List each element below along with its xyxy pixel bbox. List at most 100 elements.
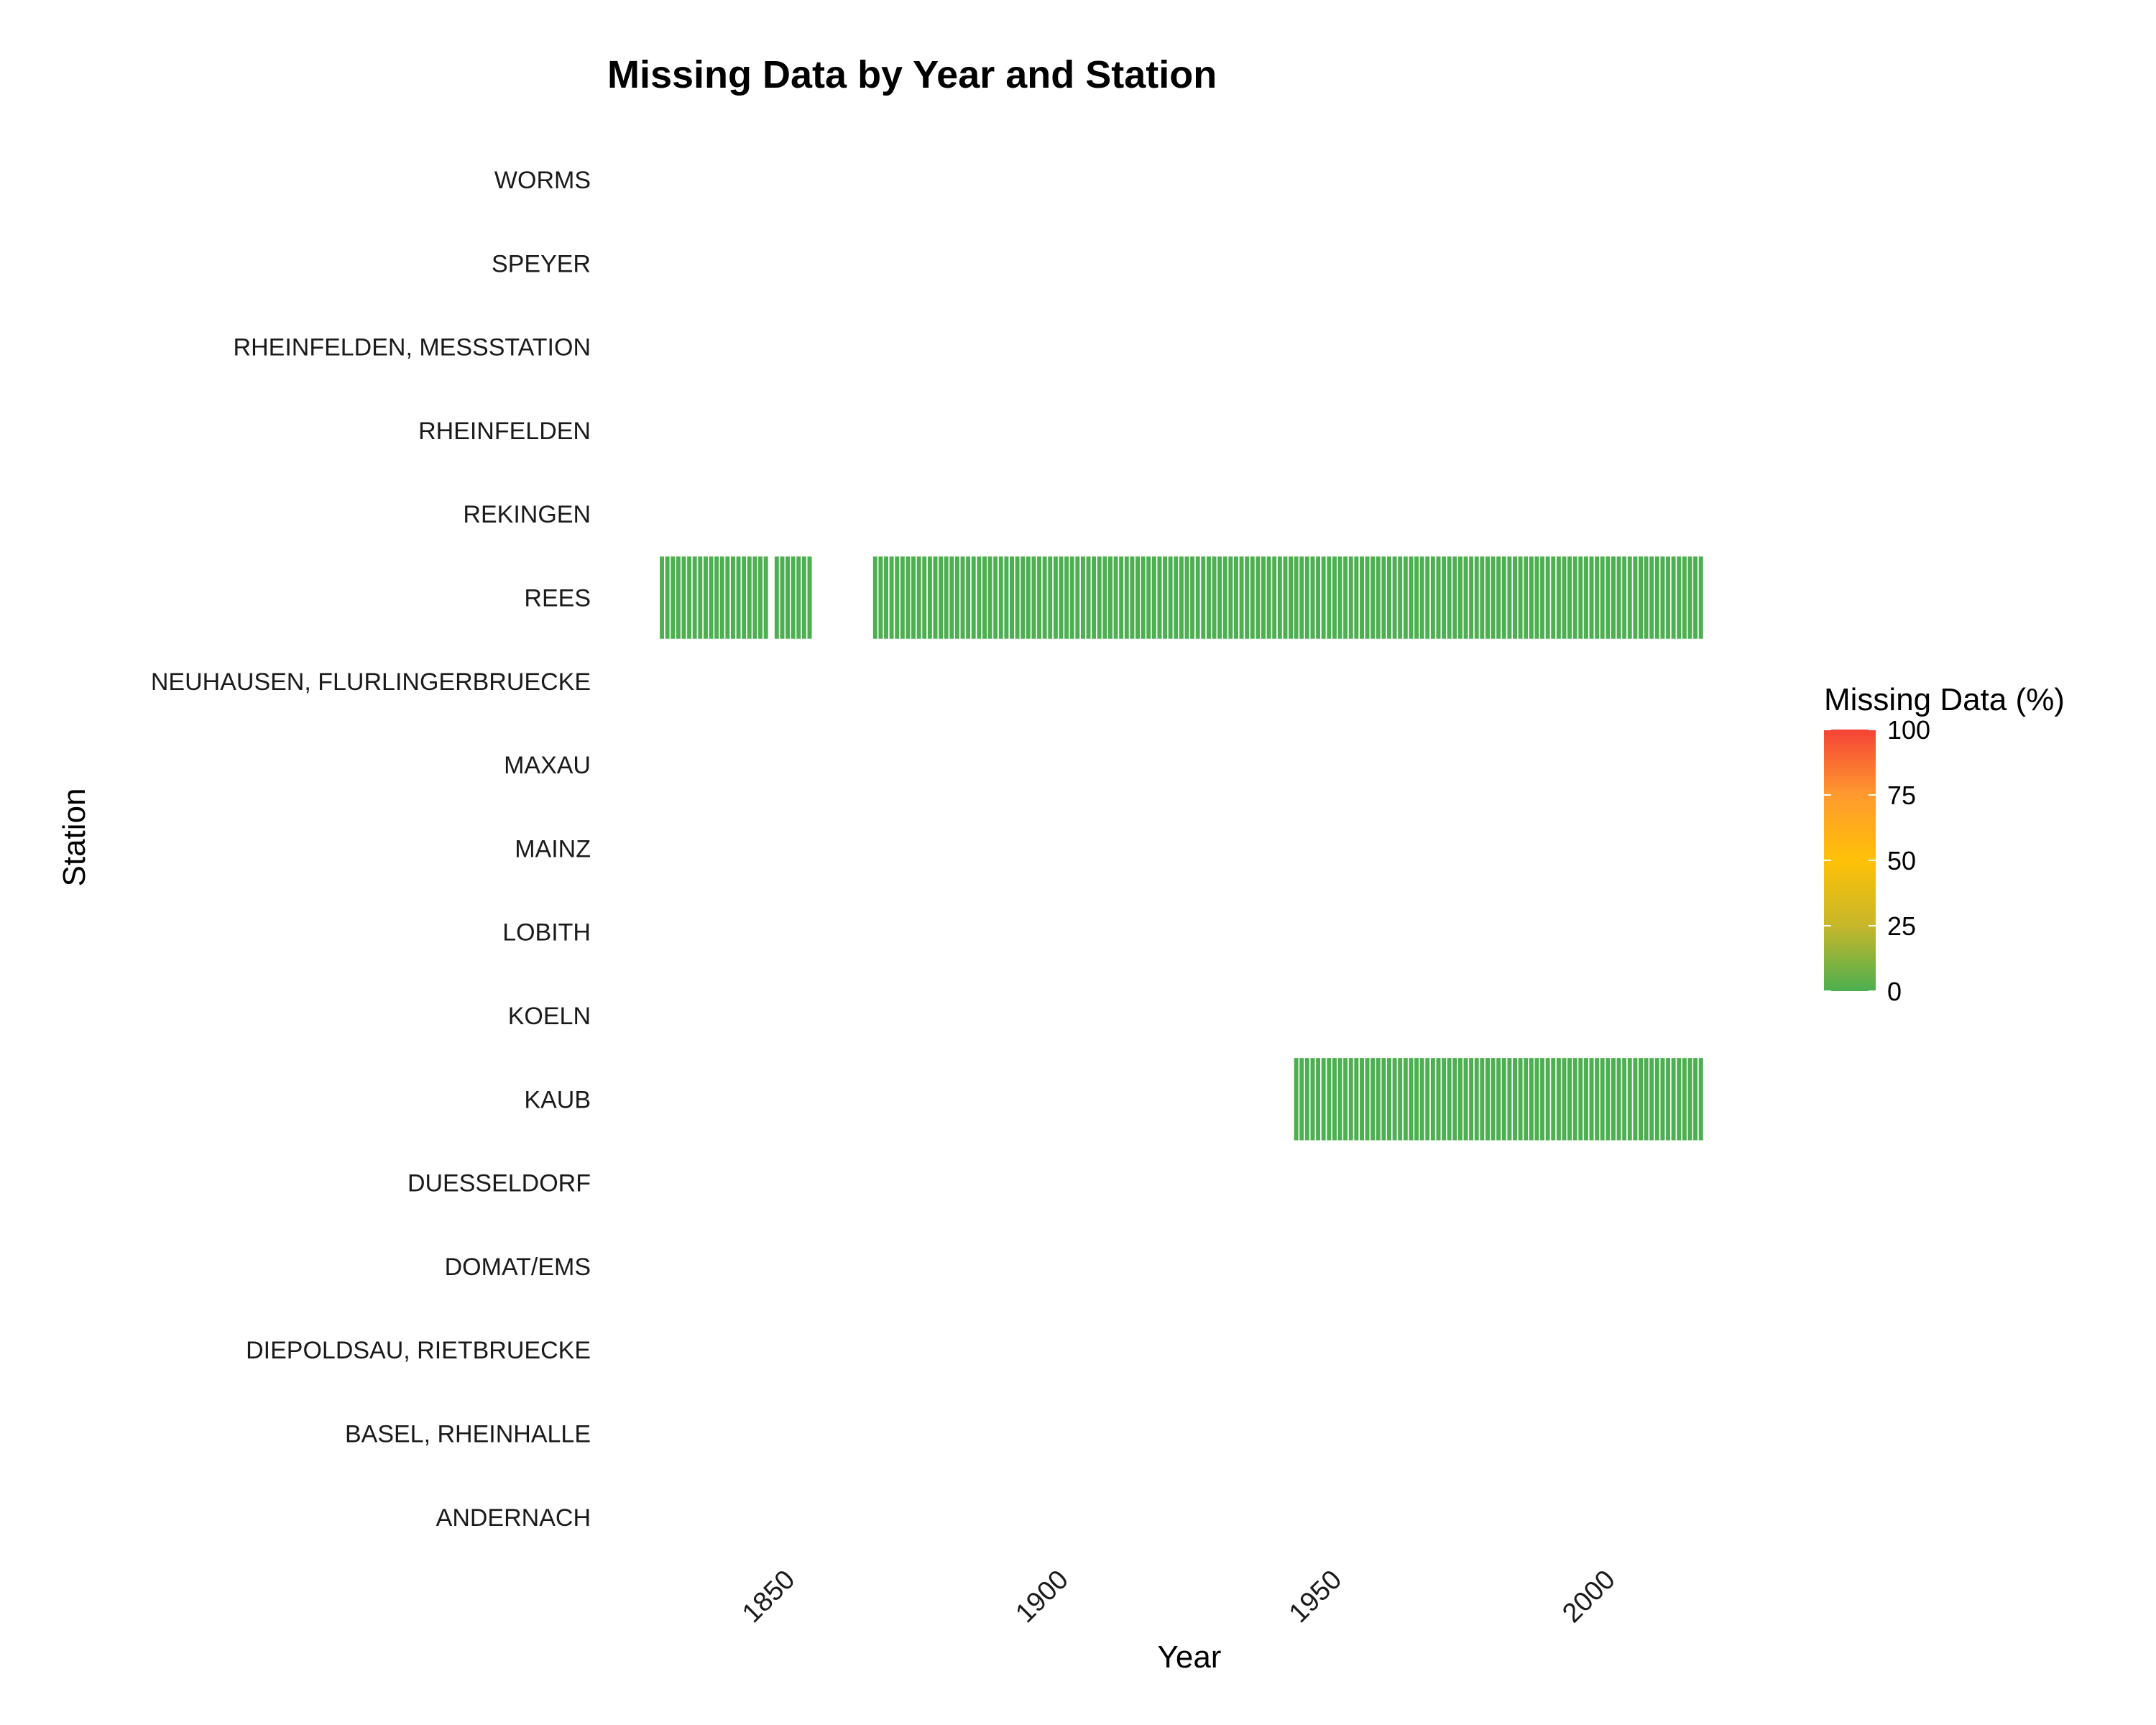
station-label: SPEYER <box>492 250 591 277</box>
heatmap-cell <box>1670 1057 1677 1142</box>
heatmap-cell <box>702 555 709 640</box>
heatmap-cell <box>1560 1057 1568 1142</box>
heatmap-cell <box>790 555 797 640</box>
heatmap-cell <box>1626 555 1634 640</box>
heatmap-cell <box>1583 1057 1590 1142</box>
heatmap-cell <box>1533 555 1541 640</box>
heatmap-cell <box>691 555 699 640</box>
chart-title: Missing Data by Year and Station <box>607 53 1217 96</box>
heatmap-cell <box>1402 555 1409 640</box>
heatmap-cell <box>1380 1057 1388 1142</box>
heatmap-cell <box>675 555 682 640</box>
heatmap-cell <box>1025 555 1032 640</box>
heatmap-cell <box>1648 555 1655 640</box>
heatmap-cell <box>1637 1057 1644 1142</box>
heatmap-cell <box>1233 555 1240 640</box>
heatmap-cell <box>1309 1057 1317 1142</box>
heatmap-cell <box>992 555 999 640</box>
heatmap-cell <box>1178 555 1185 640</box>
heatmap-cell <box>1199 555 1207 640</box>
heatmap-cell <box>1074 555 1081 640</box>
heatmap-cell <box>1468 1057 1475 1142</box>
heatmap-cell <box>1145 555 1152 640</box>
station-label: DOMAT/EMS <box>445 1254 591 1281</box>
heatmap-cell <box>1358 1057 1365 1142</box>
x-axis-title: Year <box>1158 1639 1222 1675</box>
heatmap-cell <box>1402 1057 1409 1142</box>
heatmap-cell <box>1003 555 1010 640</box>
heatmap-cell <box>1128 555 1136 640</box>
station-label: REES <box>524 585 591 612</box>
heatmap-cell <box>1375 1057 1382 1142</box>
heatmap-cell <box>1369 555 1376 640</box>
heatmap-cell <box>1495 1057 1502 1142</box>
heatmap-cell <box>1599 1057 1606 1142</box>
station-label: DUESSELDORF <box>407 1170 591 1197</box>
heatmap-cell <box>959 555 967 640</box>
heatmap-cell <box>1506 555 1514 640</box>
heatmap-cell <box>1287 555 1294 640</box>
legend-tick-label: 0 <box>1887 977 1902 1006</box>
heatmap-cell <box>1654 555 1661 640</box>
heatmap-cell <box>1118 555 1125 640</box>
legend-tick-label: 75 <box>1887 781 1916 810</box>
heatmap-cell <box>1675 555 1682 640</box>
heatmap-cell <box>1478 1057 1485 1142</box>
heatmap-cell <box>1348 555 1355 640</box>
heatmap-cell <box>1451 555 1458 640</box>
heatmap-cell <box>1325 555 1332 640</box>
heatmap-cell <box>883 555 890 640</box>
heatmap-cell <box>1697 555 1705 640</box>
heatmap-cell <box>1419 555 1426 640</box>
heatmap-cell <box>1413 555 1420 640</box>
heatmap-cell <box>931 555 939 640</box>
heatmap-cell <box>1631 1057 1639 1142</box>
heatmap-cell <box>1386 555 1393 640</box>
heatmap-cell <box>1156 555 1164 640</box>
heatmap-cell <box>1692 1057 1699 1142</box>
heatmap-cell <box>1560 555 1568 640</box>
heatmap-cell <box>1654 1057 1661 1142</box>
heatmap-cell <box>1692 555 1699 640</box>
legend-tick-label: 100 <box>1887 715 1930 745</box>
heatmap-cell <box>664 555 671 640</box>
heatmap-cell <box>1276 555 1284 640</box>
heatmap-cell <box>1167 555 1174 640</box>
heatmap-cell <box>1243 555 1250 640</box>
heatmap-cell <box>1348 1057 1355 1142</box>
heatmap-cell <box>987 555 994 640</box>
heatmap-cell <box>1309 555 1317 640</box>
heatmap-cell <box>1588 555 1595 640</box>
heatmap-cell <box>1331 1057 1338 1142</box>
heatmap-cell <box>1222 555 1229 640</box>
heatmap-cell <box>1254 555 1262 640</box>
heatmap-cell <box>1528 555 1535 640</box>
heatmap-cell <box>1686 555 1694 640</box>
heatmap-cell <box>1380 555 1388 640</box>
heatmap-cell <box>1593 555 1600 640</box>
heatmap-cell <box>899 555 906 640</box>
heatmap-cell <box>1014 555 1021 640</box>
heatmap-cell <box>658 555 665 640</box>
heatmap-cell <box>1386 1057 1393 1142</box>
heatmap-cell <box>954 555 961 640</box>
heatmap-cell <box>1457 1057 1464 1142</box>
heatmap-cell <box>757 555 764 640</box>
heatmap-cell <box>1473 555 1480 640</box>
heatmap-cell <box>1659 555 1667 640</box>
heatmap-cell <box>1659 1057 1667 1142</box>
heatmap-cell <box>1544 555 1552 640</box>
heatmap-cell <box>1457 555 1464 640</box>
y-axis-title: Station <box>57 788 92 887</box>
heatmap-cell <box>916 555 923 640</box>
heatmap-cell <box>1413 1057 1420 1142</box>
heatmap-cell <box>1648 1057 1655 1142</box>
heatmap-cell <box>888 555 895 640</box>
heatmap-cell <box>1353 1057 1360 1142</box>
heatmap-cell <box>1249 555 1256 640</box>
heatmap-cell <box>1140 555 1147 640</box>
heatmap-cell <box>1631 555 1639 640</box>
heatmap-cell <box>1260 555 1267 640</box>
heatmap-cell <box>964 555 972 640</box>
heatmap-cell <box>746 555 753 640</box>
